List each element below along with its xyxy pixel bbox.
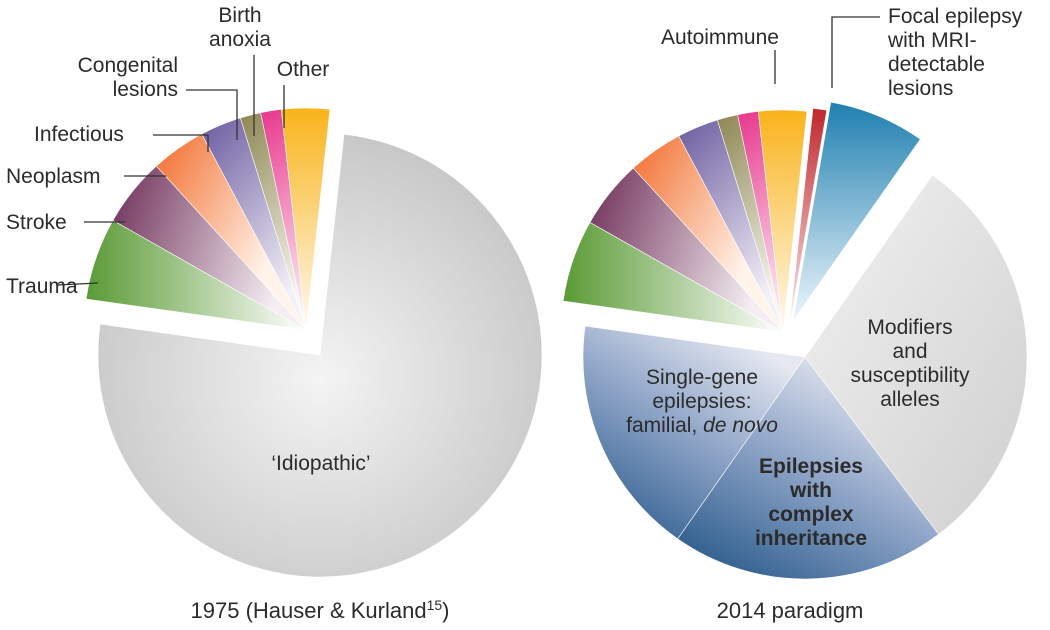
label-focal-2: with MRI- [887, 29, 977, 52]
slice-modifiers-and-susceptibility-alleles [804, 174, 1028, 535]
leader-lines-2014 [774, 16, 880, 88]
slice-idiopathic [97, 133, 543, 578]
label-focal-1: Focal epilepsy [888, 5, 1023, 28]
leader-trauma [57, 282, 99, 286]
label-stroke: Stroke [6, 211, 67, 234]
label-autoimmune: Autoimmune [661, 26, 779, 49]
label-modifiers-2: and [892, 340, 927, 363]
label-congenital-1: Congenital [78, 54, 178, 77]
label-congenital-2: lesions [113, 78, 178, 101]
label-single-3: familial, de novo [626, 414, 778, 437]
labels-1975: Trauma Stroke Neoplasm Infectious Congen… [6, 4, 371, 475]
caption-1975: 1975 (Hauser & Kurland15) [191, 597, 450, 623]
label-modifiers-1: Modifiers [867, 316, 952, 339]
label-trauma: Trauma [6, 275, 78, 298]
pie-1975 [85, 107, 543, 578]
label-neoplasm: Neoplasm [6, 165, 101, 188]
label-infectious: Infectious [34, 123, 124, 146]
label-complex-2: with [789, 479, 832, 502]
labels-2014: Autoimmune Focal epilepsy with MRI- dete… [626, 5, 1023, 550]
slice-epilepsies-with-complex-inheritance [582, 325, 806, 540]
label-other: Other [277, 58, 330, 81]
label-modifiers-4: alleles [880, 388, 940, 411]
label-idiopathic: ‘Idiopathic’ [271, 452, 370, 475]
pie-2014 [562, 101, 1028, 580]
label-focal-3: detectable [888, 53, 985, 76]
label-complex-4: inheritance [755, 527, 867, 550]
slice-segment-7 [757, 109, 808, 333]
leader-infectious [153, 134, 209, 152]
leader-focal [831, 16, 880, 88]
label-birth-1: Birth [218, 4, 261, 27]
slice-single-gene-epilepsies-familial-de-novo [677, 356, 940, 580]
label-birth-2: anoxia [209, 28, 271, 51]
caption-2014: 2014 paradigm [717, 598, 864, 623]
label-single-1: Single-gene [646, 366, 758, 389]
slice-focal-epilepsy-with-mri-detectable-lesions [792, 101, 921, 322]
label-complex-3: complex [768, 503, 854, 526]
label-focal-4: lesions [888, 77, 953, 100]
label-single-2: epilepsies: [652, 390, 751, 413]
label-complex-1: Epilepsies [759, 455, 863, 478]
slice-autoimmune [788, 107, 828, 330]
leader-congenital [186, 89, 238, 140]
slice-other [280, 107, 331, 331]
leader-lines-1975 [57, 55, 285, 286]
label-modifiers-3: susceptibility [850, 364, 970, 387]
